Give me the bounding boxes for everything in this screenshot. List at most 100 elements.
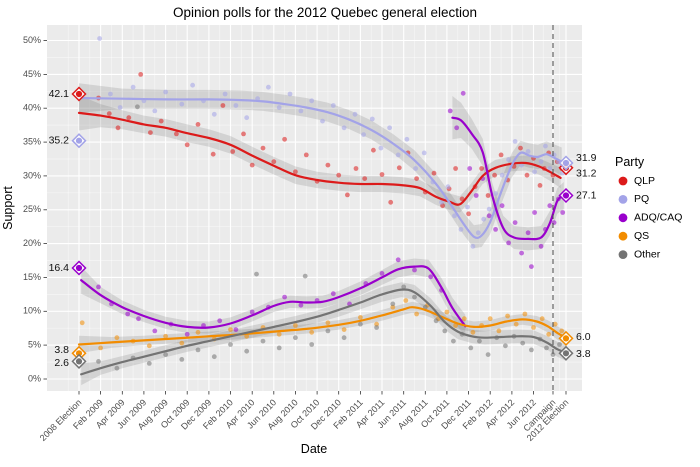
poll-point xyxy=(470,243,476,249)
poll-point xyxy=(486,213,492,219)
poll-point xyxy=(282,136,287,142)
poll-point xyxy=(454,125,460,131)
trend-line-adq-caq xyxy=(80,265,467,329)
y-tick-label: 40% xyxy=(23,103,41,113)
poll-point xyxy=(79,320,85,326)
poll-point xyxy=(117,105,123,110)
confidence-band-other xyxy=(81,282,566,386)
poll-point xyxy=(361,132,366,138)
poll-point xyxy=(287,91,293,97)
poll-point xyxy=(220,103,226,108)
poll-point xyxy=(485,193,491,198)
poll-point xyxy=(390,304,396,310)
poll-point xyxy=(428,274,434,280)
poll-point xyxy=(106,111,112,116)
poll-point xyxy=(249,309,255,315)
poll-point xyxy=(244,333,250,339)
poll-point xyxy=(546,331,552,337)
poll-point xyxy=(217,318,223,324)
poll-point xyxy=(341,335,347,341)
poll-point xyxy=(146,361,152,366)
poll-point xyxy=(538,243,544,249)
poll-point xyxy=(414,311,419,317)
trend-line-other xyxy=(80,288,568,376)
poll-point xyxy=(298,108,304,114)
legend-item-label: Other xyxy=(634,248,661,260)
poll-point xyxy=(309,342,315,347)
y-tick-label: 20% xyxy=(23,238,41,248)
poll-point xyxy=(233,103,239,108)
poll-point xyxy=(433,318,439,324)
poll-points-qs xyxy=(79,298,565,351)
legend-item-label: QLP xyxy=(634,175,655,187)
legend-title: Party xyxy=(615,155,645,169)
poll-point xyxy=(439,199,444,205)
poll-point xyxy=(395,257,401,263)
poll-point xyxy=(184,142,190,148)
poll-point xyxy=(325,328,331,334)
poll-point xyxy=(190,82,196,88)
poll-point xyxy=(486,206,492,212)
poll-point xyxy=(466,211,471,217)
poll-points-adq-caq xyxy=(96,90,566,337)
poll-point xyxy=(458,227,464,232)
poll-point xyxy=(503,343,508,349)
poll-point xyxy=(130,84,136,90)
election-result-label: 42.1 xyxy=(49,88,70,100)
legend-key-dot xyxy=(618,176,628,186)
legend-item-other: Other xyxy=(618,248,661,260)
poll-point xyxy=(135,104,140,110)
poll-point xyxy=(531,325,536,330)
poll-point xyxy=(560,210,566,215)
election-result-dot xyxy=(75,264,83,272)
trend-line-qlp xyxy=(77,111,562,206)
poll-point xyxy=(499,172,505,178)
election-result-label: 3.8 xyxy=(54,344,69,356)
poll-point xyxy=(266,84,271,90)
poll-point xyxy=(518,145,523,151)
poll-point xyxy=(114,335,120,341)
poll-point xyxy=(371,147,376,153)
poll-point xyxy=(325,320,331,326)
poll-point xyxy=(179,101,185,107)
election-result-dot xyxy=(562,192,570,199)
poll-point xyxy=(404,136,410,142)
legend-key-dot xyxy=(618,231,628,241)
poll-point xyxy=(387,125,392,131)
poll-point xyxy=(114,365,120,371)
poll-point xyxy=(211,354,217,360)
poll-point xyxy=(465,204,470,210)
poll-point xyxy=(421,150,427,156)
poll-point xyxy=(320,118,325,124)
poll-point xyxy=(412,267,417,273)
poll-point xyxy=(241,131,246,137)
poll-point xyxy=(115,125,121,131)
poll-point xyxy=(325,162,331,168)
poll-point xyxy=(98,345,103,351)
legend-key-dot xyxy=(618,195,628,204)
poll-point xyxy=(461,316,467,322)
poll-point xyxy=(403,298,409,303)
poll-point xyxy=(126,115,132,121)
poll-point xyxy=(498,152,504,158)
poll-point xyxy=(513,321,519,327)
poll-point xyxy=(512,139,518,144)
poll-point xyxy=(475,230,481,236)
election-result-label: 16.4 xyxy=(49,262,70,274)
poll-point xyxy=(271,159,277,165)
poll-point xyxy=(358,321,363,327)
election-result-label: 27.1 xyxy=(576,189,597,201)
poll-point xyxy=(520,340,526,346)
legend: Party QLP PQ ADQ/CAQ QS Other xyxy=(615,155,682,260)
poll-point xyxy=(184,331,190,337)
legend-key-dot xyxy=(618,213,628,223)
poll-point xyxy=(249,162,255,168)
panel-background xyxy=(47,25,582,391)
poll-point xyxy=(228,342,233,347)
poll-point xyxy=(401,284,407,290)
poll-point xyxy=(493,191,498,196)
poll-point xyxy=(442,328,448,334)
poll-point xyxy=(505,313,510,319)
grid xyxy=(47,25,582,391)
